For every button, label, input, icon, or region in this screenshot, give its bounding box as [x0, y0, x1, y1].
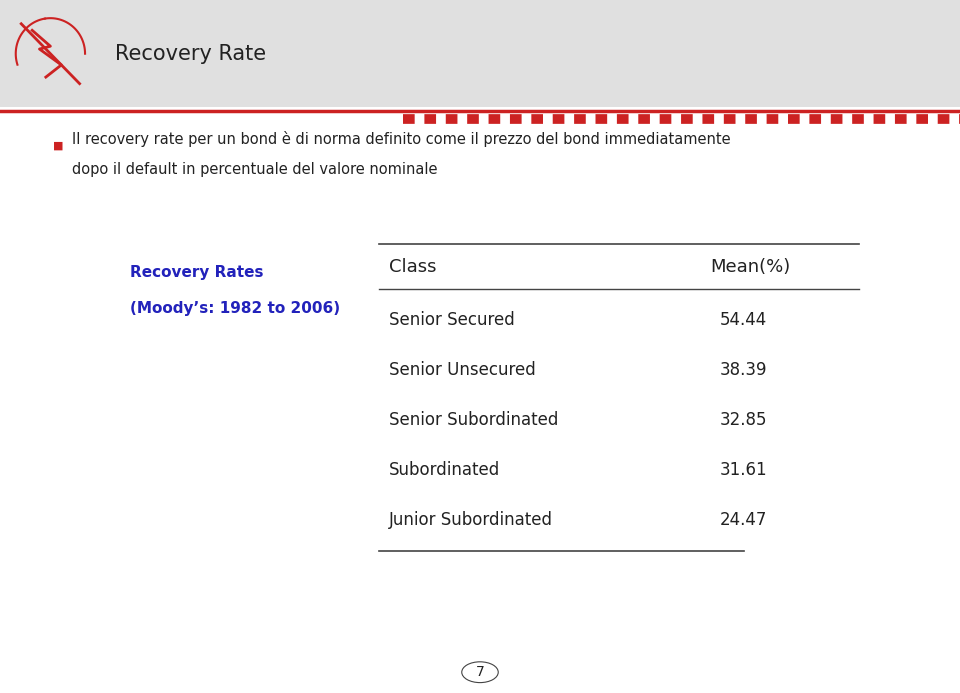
- Text: 7: 7: [475, 665, 485, 679]
- Text: Senior Secured: Senior Secured: [389, 311, 515, 329]
- Text: Junior Subordinated: Junior Subordinated: [389, 511, 553, 529]
- Text: Recovery Rate: Recovery Rate: [115, 44, 266, 64]
- Text: 24.47: 24.47: [720, 511, 767, 529]
- Text: Recovery Rates: Recovery Rates: [130, 265, 263, 280]
- Text: Senior Subordinated: Senior Subordinated: [389, 411, 558, 429]
- Text: Subordinated: Subordinated: [389, 461, 500, 479]
- Text: Mean(%): Mean(%): [710, 258, 791, 276]
- Text: 54.44: 54.44: [720, 311, 767, 329]
- Text: Senior Unsecured: Senior Unsecured: [389, 361, 536, 379]
- Text: 31.61: 31.61: [720, 461, 768, 479]
- Bar: [0, 0, 960, 107]
- Text: 32.85: 32.85: [720, 411, 767, 429]
- Text: 38.39: 38.39: [720, 361, 767, 379]
- Text: (Moody’s: 1982 to 2006): (Moody’s: 1982 to 2006): [130, 301, 340, 316]
- Text: ■: ■: [53, 141, 63, 150]
- Text: dopo il default in percentuale del valore nominale: dopo il default in percentuale del valor…: [72, 162, 438, 177]
- Text: Il recovery rate per un bond è di norma definito come il prezzo del bond immedia: Il recovery rate per un bond è di norma …: [72, 130, 731, 147]
- Text: Class: Class: [389, 258, 436, 276]
